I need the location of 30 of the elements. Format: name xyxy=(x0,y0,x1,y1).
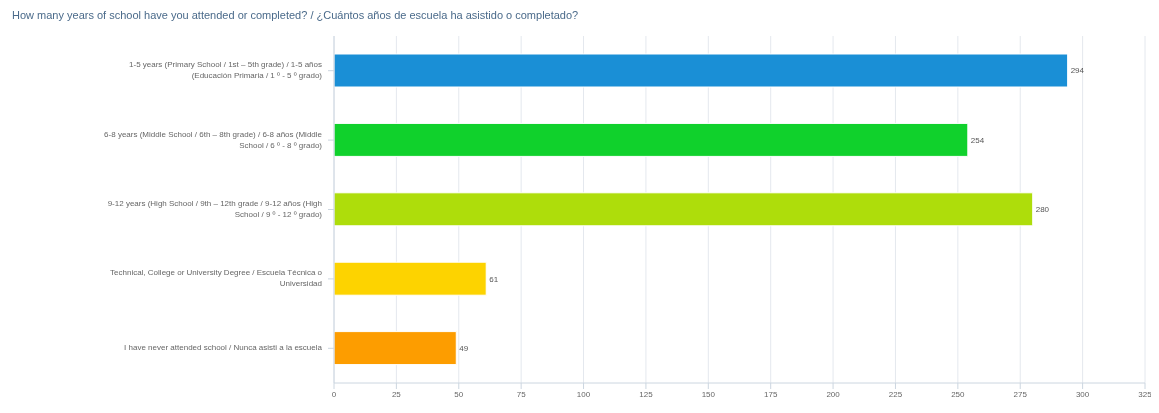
y-tick-label: Technical, College or University Degree / Escuela Técnica o Universidad xyxy=(110,268,323,289)
data-label: 294 xyxy=(1070,66,1085,76)
bar xyxy=(334,53,1069,88)
y-tick-label: 6-8 years (Middle School / 6th – 8th grade) / 6-8 años (Middle School / 6 º - 8 º grado) xyxy=(104,129,323,150)
x-tick-label: 50 xyxy=(454,389,464,399)
y-tick-label: 1-5 years (Primary School / 1st – 5th grade) / 1-5 años (Educación Primaria / 1 º - 5 º grado) xyxy=(129,60,323,81)
x-tick-label: 250 xyxy=(951,389,966,399)
x-tick-label: 0 xyxy=(331,389,337,399)
x-tick-label: 200 xyxy=(826,389,841,399)
data-label: 49 xyxy=(459,343,469,353)
x-tick-label: 150 xyxy=(701,389,716,399)
bar xyxy=(334,122,969,157)
data-label: 280 xyxy=(1035,205,1050,215)
data-label: 61 xyxy=(489,274,499,284)
x-tick-label: 225 xyxy=(888,389,903,399)
x-tick-label: 300 xyxy=(1075,389,1090,399)
chart-title: How many years of school have you attended or completed? / ¿Cuántos años de escuela ha asistido o completado? xyxy=(12,8,580,23)
bar xyxy=(334,331,457,366)
bar xyxy=(334,261,487,296)
data-label: 254 xyxy=(970,135,985,145)
x-tick-label: 25 xyxy=(391,389,402,399)
x-tick-label: 325 xyxy=(1138,389,1153,399)
y-tick-label: 9-12 years (High School / 9th – 12th grade / 9-12 años (High School / 9 º - 12 º grado) xyxy=(107,199,323,220)
x-tick-label: 75 xyxy=(516,389,527,399)
bar xyxy=(334,192,1034,227)
x-tick-label: 175 xyxy=(764,389,778,399)
x-tick-label: 100 xyxy=(576,389,591,399)
y-tick-label: I have never attended school / Nunca asisti a la escuela xyxy=(124,343,323,353)
x-tick-label: 125 xyxy=(639,389,654,399)
x-tick-label: 275 xyxy=(1013,389,1028,399)
